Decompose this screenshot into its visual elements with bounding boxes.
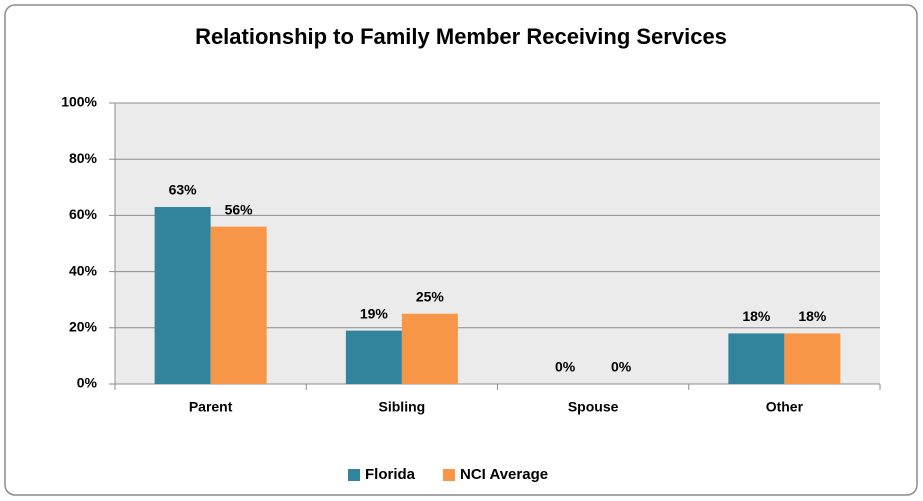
data-label: 25% (416, 288, 445, 304)
bar (728, 333, 785, 384)
chart-title: Relationship to Family Member Receiving … (195, 24, 727, 49)
data-label: 19% (360, 305, 389, 321)
data-label: 18% (742, 308, 771, 324)
y-tick-label: 100% (61, 94, 97, 110)
y-tick-label: 40% (69, 262, 98, 278)
bar (401, 313, 458, 384)
data-label: 0% (555, 359, 576, 375)
legend-swatch (348, 469, 360, 481)
data-label: 56% (225, 201, 254, 217)
y-tick-label: 0% (77, 375, 98, 391)
legend-swatch (443, 469, 455, 481)
bar (210, 226, 267, 384)
legend-label: Florida (365, 466, 416, 483)
y-tick-label: 20% (69, 319, 98, 335)
legend-label: NCI Average (460, 466, 548, 483)
data-label: 63% (169, 182, 198, 198)
x-tick-label: Other (766, 399, 804, 415)
y-tick-label: 60% (69, 206, 98, 222)
x-tick-label: Parent (189, 399, 233, 415)
bar (345, 330, 402, 384)
data-label: 0% (611, 359, 632, 375)
x-tick-label: Spouse (568, 399, 619, 415)
data-label: 18% (798, 308, 827, 324)
y-tick-label: 80% (69, 150, 98, 166)
bar (154, 206, 211, 384)
x-tick-label: Sibling (379, 399, 426, 415)
bar (784, 333, 841, 384)
